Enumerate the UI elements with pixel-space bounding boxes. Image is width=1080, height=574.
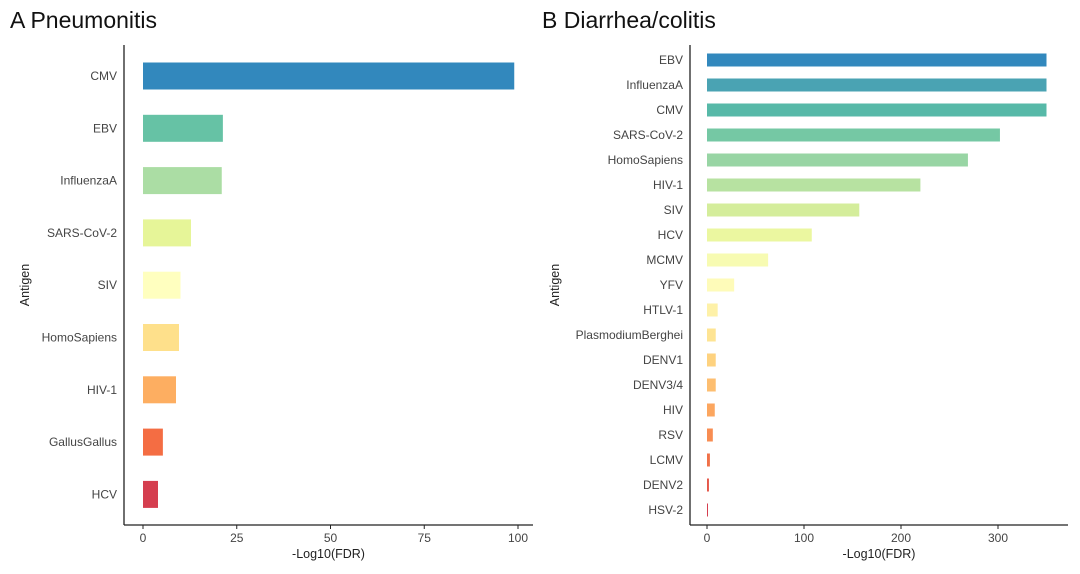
- y-tick-label: SARS-CoV-2: [613, 128, 683, 142]
- y-tick-label: PlasmodiumBerghei: [576, 328, 683, 342]
- bar-ebv: [143, 114, 223, 142]
- bar-rsv: [707, 428, 713, 442]
- bar-siv: [143, 271, 181, 299]
- y-tick-label: HCV: [92, 487, 117, 501]
- bar-influenzaa: [707, 78, 1047, 92]
- bar-gallusgallus: [143, 428, 163, 456]
- bar-homosapiens: [707, 153, 968, 167]
- y-tick-label: SIV: [98, 278, 117, 292]
- y-tick-label: EBV: [659, 53, 683, 67]
- bar-hiv-1: [143, 376, 176, 404]
- bar-hiv: [707, 403, 715, 417]
- bar-siv: [707, 203, 860, 217]
- bar-denv3-4: [707, 378, 716, 392]
- y-tick-label: DENV3/4: [633, 378, 683, 392]
- bar-mcmv: [707, 253, 769, 267]
- y-tick-label: DENV2: [643, 478, 683, 492]
- x-axis-title: -Log10(FDR): [843, 547, 916, 561]
- bar-plasmodiumberghei: [707, 328, 716, 342]
- x-tick-label: 200: [891, 531, 911, 545]
- bar-sars-cov-2: [707, 128, 1000, 142]
- y-tick-label: SARS-CoV-2: [47, 226, 117, 240]
- y-tick-label: GallusGallus: [49, 435, 117, 449]
- bar-denv2: [707, 478, 709, 492]
- y-tick-label: HTLV-1: [643, 303, 683, 317]
- y-axis-title: Antigen: [18, 264, 32, 306]
- x-tick-label: 0: [704, 531, 711, 545]
- panel-a: A Pneumonitis CMV EBV InfluenzaA SARS-CoV-2 S…: [10, 7, 533, 561]
- bar-hcv: [707, 228, 812, 242]
- y-tick-label: HIV: [663, 403, 683, 417]
- y-tick-label: InfluenzaA: [60, 174, 117, 188]
- y-tick-label: RSV: [658, 428, 683, 442]
- y-tick-label: InfluenzaA: [626, 78, 683, 92]
- y-tick-label: MCMV: [646, 253, 683, 267]
- y-tick-label: HIV-1: [87, 383, 117, 397]
- x-tick-label: 100: [794, 531, 814, 545]
- y-tick-label: DENV1: [643, 353, 683, 367]
- bar-sars-cov-2: [143, 219, 191, 247]
- x-tick-label: 75: [418, 531, 432, 545]
- panel-title: B Diarrhea/colitis: [542, 7, 716, 33]
- bar-cmv: [143, 62, 515, 90]
- bar-influenzaa: [143, 167, 222, 195]
- x-tick-label: 25: [230, 531, 244, 545]
- panel-b: B Diarrhea/colitis EBV InfluenzaA CMV SARS-C…: [542, 7, 1068, 561]
- bar-cmv: [707, 103, 1047, 117]
- x-tick-label: 50: [324, 531, 338, 545]
- y-tick-label: YFV: [660, 278, 683, 292]
- panel-title: A Pneumonitis: [10, 7, 157, 33]
- y-axis-title: Antigen: [548, 264, 562, 306]
- y-tick-label: HomoSapiens: [42, 331, 117, 345]
- y-tick-label: LCMV: [650, 453, 683, 467]
- bar-hcv: [143, 480, 158, 508]
- bar-hsv-2: [707, 503, 708, 517]
- y-tick-label: EBV: [93, 121, 117, 135]
- y-tick-label: HIV-1: [653, 178, 683, 192]
- y-tick-label: HSV-2: [648, 503, 683, 517]
- bar-yfv: [707, 278, 735, 292]
- x-axis-title: -Log10(FDR): [292, 547, 365, 561]
- bar-htlv-1: [707, 303, 718, 317]
- bar-hiv-1: [707, 178, 921, 192]
- bar-denv1: [707, 353, 716, 367]
- bar-homosapiens: [143, 324, 179, 351]
- y-tick-label: HomoSapiens: [608, 153, 683, 167]
- x-tick-label: 300: [988, 531, 1008, 545]
- x-tick-label: 0: [140, 531, 147, 545]
- bar-lcmv: [707, 453, 710, 467]
- y-tick-label: SIV: [664, 203, 683, 217]
- x-tick-label: 100: [508, 531, 528, 545]
- y-tick-label: CMV: [90, 69, 117, 83]
- y-tick-label: HCV: [658, 228, 683, 242]
- y-tick-label: CMV: [656, 103, 683, 117]
- bar-ebv: [707, 53, 1047, 67]
